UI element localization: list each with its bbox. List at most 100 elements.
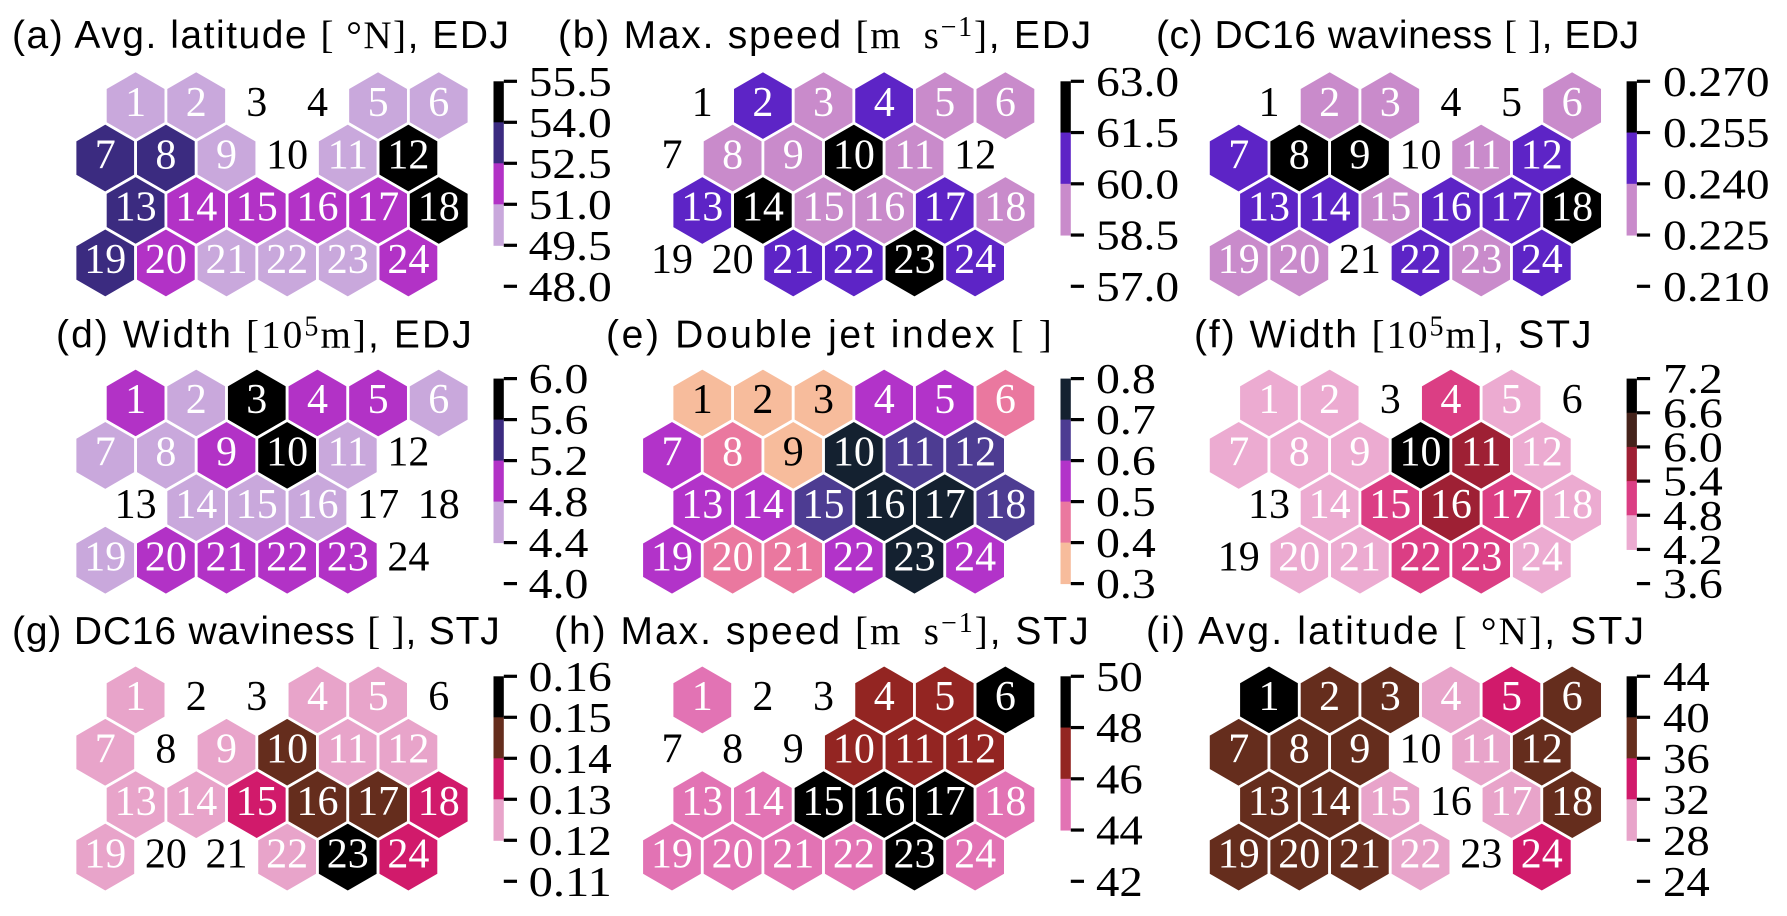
svg-text:13: 13 xyxy=(1248,779,1290,825)
svg-text:0.5: 0.5 xyxy=(1096,480,1156,526)
svg-text:(i) Avg. latitude [ °N], STJ: (i) Avg. latitude [ °N], STJ xyxy=(1146,610,1646,653)
svg-text:12: 12 xyxy=(387,727,429,773)
svg-text:0.255: 0.255 xyxy=(1663,111,1770,157)
svg-text:21: 21 xyxy=(772,534,814,580)
svg-text:1: 1 xyxy=(1259,377,1280,423)
svg-text:0.240: 0.240 xyxy=(1663,162,1770,208)
svg-text:1: 1 xyxy=(692,80,713,126)
svg-text:19: 19 xyxy=(1218,831,1260,877)
svg-text:63.0: 63.0 xyxy=(1096,60,1179,106)
svg-text:(c) DC16 waviness [ ], EDJ: (c) DC16 waviness [ ], EDJ xyxy=(1156,14,1640,57)
svg-text:15: 15 xyxy=(236,482,278,528)
svg-text:5: 5 xyxy=(368,674,389,720)
svg-text:15: 15 xyxy=(803,185,845,231)
svg-text:12: 12 xyxy=(954,132,996,178)
svg-text:49.5: 49.5 xyxy=(529,224,612,270)
svg-text:2: 2 xyxy=(1319,377,1340,423)
svg-text:3.6: 3.6 xyxy=(1663,562,1723,608)
svg-text:12: 12 xyxy=(387,132,429,178)
svg-text:11: 11 xyxy=(894,132,934,178)
svg-text:24: 24 xyxy=(1521,534,1563,580)
svg-text:19: 19 xyxy=(651,237,693,283)
svg-text:17: 17 xyxy=(924,779,966,825)
svg-text:28: 28 xyxy=(1663,819,1710,865)
svg-text:6: 6 xyxy=(1562,80,1583,126)
svg-text:15: 15 xyxy=(236,185,278,231)
svg-text:15: 15 xyxy=(236,779,278,825)
svg-text:10: 10 xyxy=(1400,132,1442,178)
svg-text:4: 4 xyxy=(874,377,895,423)
svg-text:8: 8 xyxy=(1289,430,1310,476)
svg-text:3: 3 xyxy=(1380,80,1401,126)
svg-text:13: 13 xyxy=(115,185,157,231)
svg-text:1: 1 xyxy=(692,674,713,720)
svg-text:8: 8 xyxy=(722,430,743,476)
svg-text:0.6: 0.6 xyxy=(1096,439,1156,485)
svg-text:9: 9 xyxy=(216,727,237,773)
svg-text:15: 15 xyxy=(1369,482,1411,528)
svg-text:2: 2 xyxy=(752,377,773,423)
svg-text:5.6: 5.6 xyxy=(529,398,589,444)
svg-text:5.2: 5.2 xyxy=(529,439,589,485)
svg-text:21: 21 xyxy=(206,831,248,877)
svg-text:61.5: 61.5 xyxy=(1096,111,1179,157)
svg-text:9: 9 xyxy=(216,430,237,476)
svg-text:0.3: 0.3 xyxy=(1096,562,1156,608)
svg-text:1: 1 xyxy=(1259,80,1280,126)
svg-text:4: 4 xyxy=(307,377,328,423)
svg-text:9: 9 xyxy=(783,727,804,773)
svg-text:20: 20 xyxy=(712,831,754,877)
svg-text:5: 5 xyxy=(934,377,955,423)
svg-text:0.13: 0.13 xyxy=(529,778,612,824)
svg-text:3: 3 xyxy=(813,377,834,423)
svg-text:3: 3 xyxy=(1380,674,1401,720)
svg-text:21: 21 xyxy=(1339,534,1381,580)
svg-text:1: 1 xyxy=(125,674,146,720)
svg-text:13: 13 xyxy=(1248,482,1290,528)
svg-text:0.11: 0.11 xyxy=(529,860,612,906)
svg-text:18: 18 xyxy=(418,482,460,528)
svg-text:1: 1 xyxy=(125,377,146,423)
svg-text:4: 4 xyxy=(307,80,328,126)
svg-text:7: 7 xyxy=(662,132,683,178)
svg-text:8: 8 xyxy=(722,727,743,773)
svg-text:18: 18 xyxy=(984,185,1026,231)
svg-text:12: 12 xyxy=(1521,727,1563,773)
svg-text:21: 21 xyxy=(1339,237,1381,283)
svg-text:14: 14 xyxy=(175,482,217,528)
svg-text:24: 24 xyxy=(1521,831,1563,877)
svg-text:1: 1 xyxy=(125,80,146,126)
svg-text:14: 14 xyxy=(742,482,784,528)
svg-text:18: 18 xyxy=(984,482,1026,528)
svg-text:3: 3 xyxy=(246,80,267,126)
svg-text:17: 17 xyxy=(1491,482,1533,528)
svg-text:9: 9 xyxy=(216,132,237,178)
svg-text:7: 7 xyxy=(662,727,683,773)
svg-text:16: 16 xyxy=(1430,779,1472,825)
svg-text:14: 14 xyxy=(175,185,217,231)
svg-text:5: 5 xyxy=(1501,377,1522,423)
svg-text:20: 20 xyxy=(712,237,754,283)
svg-text:17: 17 xyxy=(924,482,966,528)
svg-text:55.5: 55.5 xyxy=(529,60,612,106)
svg-text:(h) Max. speed [m s−1​], STJ: (h) Max. speed [m s−1​], STJ xyxy=(554,608,1091,653)
svg-text:9: 9 xyxy=(783,430,804,476)
svg-text:15: 15 xyxy=(803,482,845,528)
svg-text:17: 17 xyxy=(1491,779,1533,825)
svg-text:44: 44 xyxy=(1096,809,1143,855)
svg-text:24: 24 xyxy=(954,237,996,283)
svg-text:8: 8 xyxy=(1289,132,1310,178)
svg-text:22: 22 xyxy=(266,831,308,877)
svg-text:7: 7 xyxy=(95,727,116,773)
svg-text:18: 18 xyxy=(418,185,460,231)
svg-text:21: 21 xyxy=(772,237,814,283)
svg-text:60.0: 60.0 xyxy=(1096,162,1179,208)
svg-text:18: 18 xyxy=(1551,482,1593,528)
svg-text:42: 42 xyxy=(1096,860,1143,906)
svg-text:14: 14 xyxy=(1309,779,1351,825)
svg-text:19: 19 xyxy=(84,237,126,283)
svg-text:20: 20 xyxy=(1278,831,1320,877)
svg-text:(a) Avg. latitude [ °N], EDJ: (a) Avg. latitude [ °N], EDJ xyxy=(12,14,511,57)
svg-text:10: 10 xyxy=(833,727,875,773)
svg-text:8: 8 xyxy=(155,430,176,476)
